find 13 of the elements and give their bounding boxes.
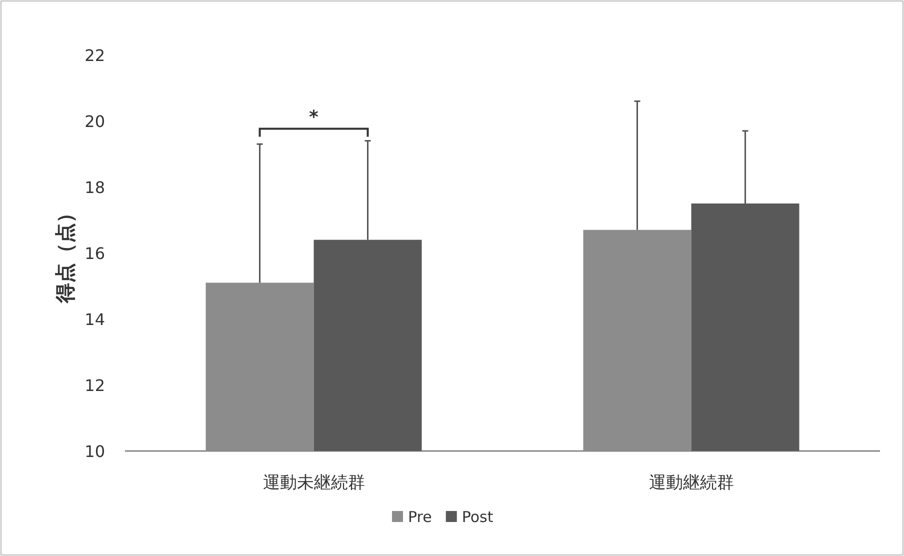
annotation: * bbox=[309, 106, 320, 128]
y-tick-label: 16 bbox=[84, 244, 105, 263]
y-tick-label: 18 bbox=[84, 178, 105, 197]
y-tick-label: 22 bbox=[84, 46, 105, 65]
x-tick-label: 運動未継続群 bbox=[262, 473, 365, 493]
y-tick-label: 12 bbox=[84, 376, 105, 395]
y-tick-label: 10 bbox=[84, 442, 105, 461]
y-tick-label: 14 bbox=[84, 310, 105, 329]
y-axis-title: 得点（点） bbox=[53, 203, 77, 304]
x-tick-label: 運動継続群 bbox=[648, 473, 734, 493]
legend-label: Post bbox=[462, 508, 494, 526]
legend-label: Pre bbox=[408, 508, 432, 526]
y-tick-label: 20 bbox=[84, 112, 105, 131]
